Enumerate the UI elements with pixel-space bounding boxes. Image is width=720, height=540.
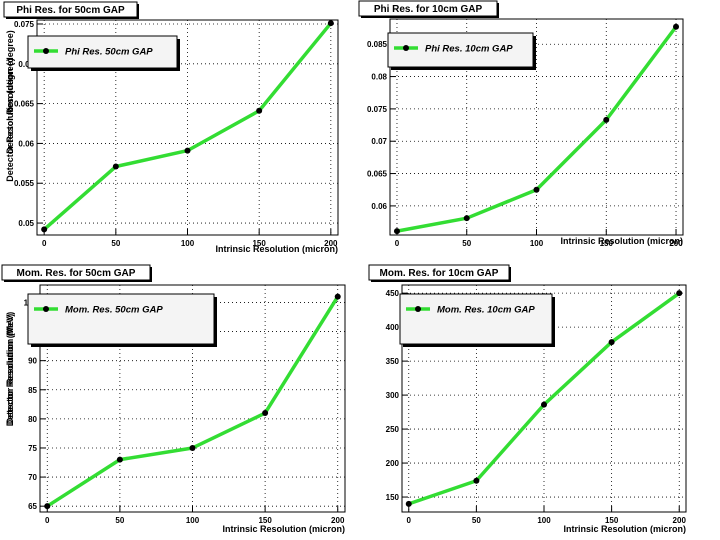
y-tick-label: 75 [28,444,37,453]
x-tick-label: 100 [537,516,551,525]
legend-marker [403,45,409,51]
title-box [368,264,510,281]
y-tick-label: 85 [28,386,37,395]
data-point [463,215,470,222]
data-point [473,477,480,484]
chart-panel-2: Phi Res. for 10cm GAP 0 50 100 150 200 0.06 0.0… [5,0,684,248]
y-axis-label: Detector Resolution (MeV) [5,314,15,427]
y-tick-label: 0.07 [371,137,387,146]
title-box [3,1,138,18]
data-point [405,500,412,507]
chart-panel-4: Mom. Res. for 10cm GAP 0 50 100 150 200 150 200… [5,264,687,534]
chart-title: Phi Res. for 10cm GAP [374,4,483,15]
y-tick-label: 450 [386,289,400,298]
x-tick-label: 100 [186,516,200,525]
data-point [676,290,683,297]
data-point [256,107,263,114]
y-tick-label: 250 [386,425,400,434]
x-tick-label: 50 [111,239,120,248]
legend-box [387,32,534,68]
chart-title: Mom. Res. for 10cm GAP [380,268,499,279]
x-tick-label: 0 [407,516,412,525]
data-point [184,147,191,154]
x-tick-label: 100 [181,239,195,248]
y-tick-label: 0.065 [14,100,35,109]
data-point [673,23,680,30]
y-tick-label: 300 [386,391,400,400]
legend-marker [43,306,49,312]
x-tick-label: 150 [258,516,272,525]
x-tick-label: 0 [395,239,400,248]
y-tick-label: 70 [28,473,37,482]
y-tick-label: 350 [386,357,400,366]
x-tick-label: 50 [462,239,471,248]
legend-box [399,293,553,345]
chart-panel-3: Mom. Res. for 50cm GAP 0 50 100 150 200 65 70 75… [1,264,346,534]
y-tick-label: 0.05 [18,219,34,228]
x-tick-label: 150 [252,239,266,248]
y-tick-label: 150 [386,493,400,502]
legend-marker [415,306,421,312]
legend-box [27,293,215,345]
x-tick-label: 200 [669,239,683,248]
y-tick-label: 80 [28,415,37,424]
y-tick-label: 400 [386,323,400,332]
y-tick-label: 0.06 [371,202,387,211]
y-tick-label: 0.08 [371,73,387,82]
y-tick-label: 0.055 [14,179,35,188]
chart-title: Mom. Res. for 50cm GAP [17,268,136,279]
data-point [262,410,269,417]
legend-label: Phi Res. 10cm GAP [425,44,513,55]
data-point [41,226,48,233]
y-axis-label: Detector Resolution (MeV) [5,312,15,425]
x-tick-label: 200 [331,516,345,525]
legend-label: Phi Res. 50cm GAP [65,47,153,58]
y-tick-label: 200 [386,459,400,468]
data-point [189,444,196,451]
legend-marker [43,48,49,54]
legend-label: Mom. Res. 50cm GAP [65,305,163,316]
data-point [608,339,615,346]
y-tick-label: 0.07 [18,60,34,69]
title-box [1,264,151,281]
x-tick-label: 50 [472,516,481,525]
y-tick-label: 0.075 [14,20,35,29]
data-point [327,20,334,27]
x-tick-label: 200 [324,239,338,248]
x-tick-label: 0 [45,516,50,525]
data-point [116,456,123,463]
x-tick-label: 200 [673,516,687,525]
x-axis-label: Intrinsic Resolution (micron) [222,524,345,534]
y-tick-label: 90 [28,357,37,366]
data-point [603,116,610,123]
y-tick-label: 0.085 [367,40,388,49]
legend-label: Mom. Res. 10cm GAP [437,305,535,316]
x-axis-label: Intrinsic Resolution (micron) [563,524,686,534]
y-axis-label: Detector Resolution (degree) [5,58,15,182]
y-tick-label: 0.075 [367,105,388,114]
x-tick-label: 50 [115,516,124,525]
x-tick-label: 150 [600,239,614,248]
title-box [358,0,498,17]
y-tick-label: 0.06 [18,139,34,148]
data-point [44,503,51,510]
x-tick-label: 150 [605,516,619,525]
data-point [334,293,341,300]
chart-panel-1: Phi Res. for 50cm GAP 0 50 100 150 200 0.05 0.0… [3,1,339,254]
x-tick-label: 100 [530,239,544,248]
y-tick-label: 65 [28,502,37,511]
y-tick-label: 0.065 [367,170,388,179]
data-point [112,163,119,170]
data-point [393,228,400,235]
y-axis-label: Detector Resolution (degree) [5,30,15,154]
data-point [541,401,547,408]
x-axis-label: Intrinsic Resolution (micron) [560,236,683,246]
chart-title: Phi Res. for 50cm GAP [16,5,125,16]
x-axis-label: Intrinsic Resolution (micron) [215,244,338,254]
data-point [533,186,540,193]
x-tick-label: 0 [42,239,47,248]
